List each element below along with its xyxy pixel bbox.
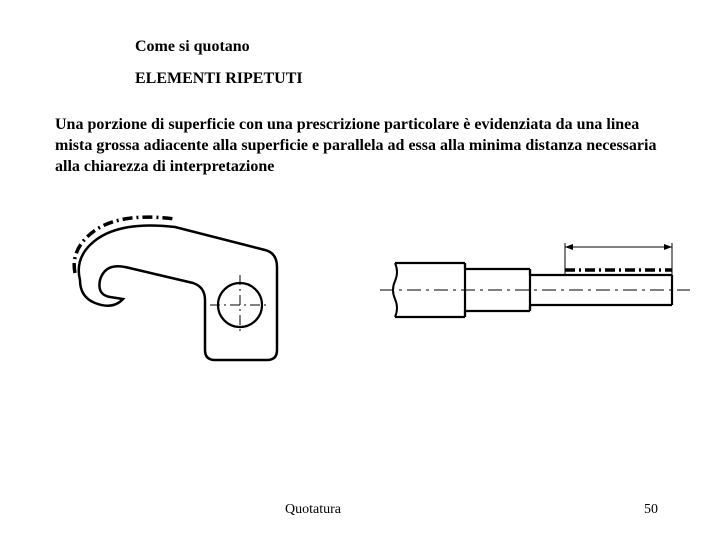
heading-topic: Come si quotano	[135, 38, 250, 56]
footer-label: Quotatura	[285, 502, 341, 518]
figure-row	[0, 205, 720, 405]
figure-lever-profile	[55, 205, 305, 375]
footer-page-number: 50	[644, 502, 658, 518]
figure-shaft-section	[380, 235, 690, 345]
heading-subtitle: ELEMENTI RIPETUTI	[135, 70, 303, 88]
body-paragraph: Una porzione di superficie con una presc…	[55, 115, 670, 177]
